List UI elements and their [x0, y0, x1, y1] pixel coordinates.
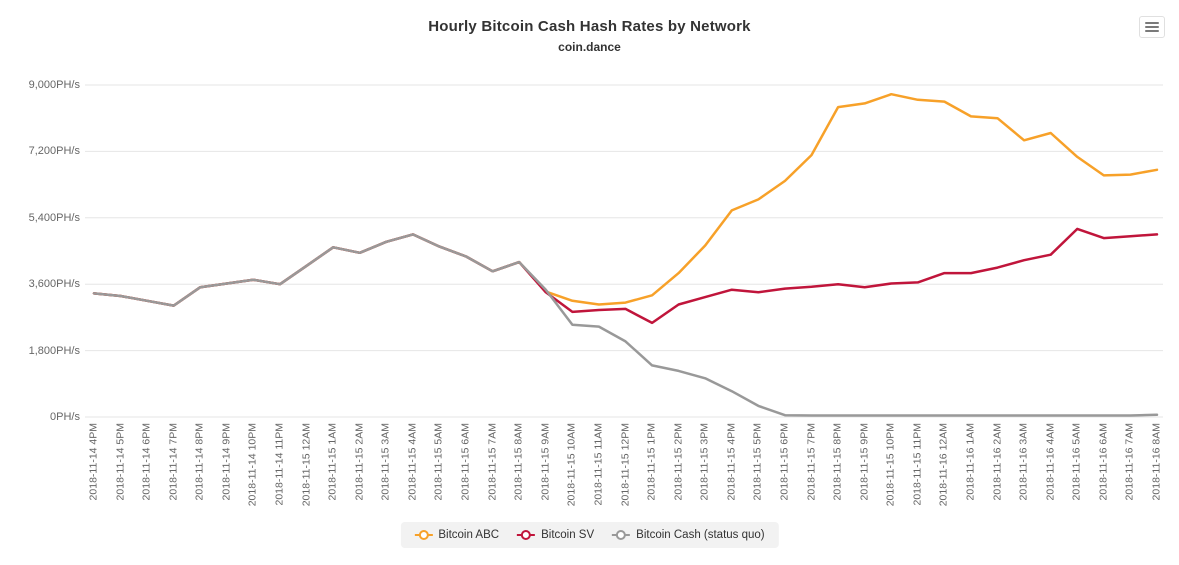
x-tick-label: 2018-11-15 10PM	[884, 423, 897, 507]
bitcoin-cash-status-quo-marker-icon	[612, 530, 631, 541]
x-tick-label: 2018-11-15 4AM	[406, 423, 419, 501]
x-tick-label: 2018-11-16 2AM	[991, 423, 1004, 501]
x-tick-label: 2018-11-16 6AM	[1097, 423, 1110, 501]
x-tick-label: 2018-11-14 11PM	[273, 423, 286, 506]
y-tick-label: 0PH/s	[50, 411, 80, 423]
x-tick-label: 2018-11-15 8PM	[831, 423, 844, 501]
x-tick-label: 2018-11-15 8AM	[512, 423, 525, 501]
legend-label: Bitcoin SV	[541, 529, 595, 541]
x-tick-label: 2018-11-15 5PM	[751, 423, 764, 501]
x-tick-label: 2018-11-15 9PM	[858, 423, 871, 501]
x-tick-label: 2018-11-15 3AM	[379, 423, 392, 501]
x-tick-label: 2018-11-15 3PM	[698, 423, 711, 501]
x-tick-label: 2018-11-14 6PM	[140, 423, 153, 501]
x-tick-label: 2018-11-15 4PM	[725, 423, 738, 501]
x-tick-label: 2018-11-14 8PM	[193, 423, 206, 501]
legend-item-bitcoin-cash-status-quo[interactable]: Bitcoin Cash (status quo)	[612, 529, 765, 541]
x-tick-label: 2018-11-15 6PM	[778, 423, 791, 501]
x-tick-label: 2018-11-15 12AM	[300, 423, 313, 507]
x-tick-label: 2018-11-14 7PM	[167, 423, 180, 501]
x-tick-label: 2018-11-15 2PM	[672, 423, 685, 501]
y-tick-label: 7,200PH/s	[28, 145, 80, 158]
chart-title: Hourly Bitcoin Cash Hash Rates by Networ…	[428, 18, 751, 35]
series-line-bitcoin-abc	[92, 92, 1159, 307]
series-line-bitcoin-sv	[92, 227, 1159, 325]
legend-label: Bitcoin ABC	[438, 529, 500, 541]
series-line-bitcoin-cash-status-quo	[92, 233, 1159, 417]
x-tick-label: 2018-11-15 7AM	[486, 423, 499, 501]
x-tick-label: 2018-11-15 1AM	[326, 423, 339, 501]
x-tick-label: 2018-11-15 12PM	[619, 423, 631, 507]
legend-item-bitcoin-sv[interactable]: Bitcoin SV	[517, 529, 594, 541]
y-tick-label: 5,400PH/s	[28, 211, 80, 224]
x-tick-label: 2018-11-16 8AM	[1150, 423, 1163, 501]
x-tick-label: 2018-11-15 1PM	[645, 423, 658, 501]
x-tick-label: 2018-11-14 10PM	[246, 423, 259, 507]
x-tick-label: 2018-11-14 4PM	[87, 423, 100, 501]
chart-subtitle: coin.dance	[558, 40, 621, 54]
x-tick-label: 2018-11-15 10AM	[565, 423, 578, 507]
chart-context-menu-button[interactable]	[1139, 16, 1165, 38]
x-tick-label: 2018-11-16 5AM	[1070, 423, 1083, 501]
y-tick-label: 1,800PH/s	[28, 344, 80, 357]
x-tick-label: 2018-11-16 4AM	[1044, 423, 1057, 501]
hamburger-menu-icon	[1145, 22, 1159, 24]
x-tick-label: 2018-11-16 12AM	[937, 423, 950, 507]
legend-label: Bitcoin Cash (status quo)	[636, 529, 765, 541]
y-tick-label: 3,600PH/s	[28, 278, 80, 291]
x-tick-label: 2018-11-14 5PM	[114, 423, 127, 501]
x-tick-label: 2018-11-15 5AM	[432, 423, 445, 501]
x-tick-label: 2018-11-16 1AM	[964, 423, 977, 501]
bitcoin-sv-marker-icon	[517, 530, 536, 541]
x-tick-label: 2018-11-15 11PM	[911, 423, 924, 506]
x-tick-label: 2018-11-15 2AM	[353, 423, 366, 501]
x-tick-label: 2018-11-15 11AM	[592, 423, 605, 506]
x-tick-label: 2018-11-15 6AM	[459, 423, 472, 501]
legend-item-bitcoin-abc[interactable]: Bitcoin ABC	[414, 529, 499, 541]
x-tick-label: 2018-11-16 7AM	[1123, 423, 1136, 501]
y-tick-label: 9,000PH/s	[28, 79, 80, 91]
x-tick-label: 2018-11-15 9AM	[539, 423, 552, 501]
bitcoin-abc-marker-icon	[414, 530, 433, 541]
x-tick-label: 2018-11-15 7PM	[805, 423, 818, 501]
x-tick-label: 2018-11-14 9PM	[220, 423, 233, 501]
legend: Bitcoin ABC Bitcoin SV Bitcoin Cash (sta…	[400, 522, 779, 548]
x-tick-label: 2018-11-16 3AM	[1017, 423, 1030, 501]
